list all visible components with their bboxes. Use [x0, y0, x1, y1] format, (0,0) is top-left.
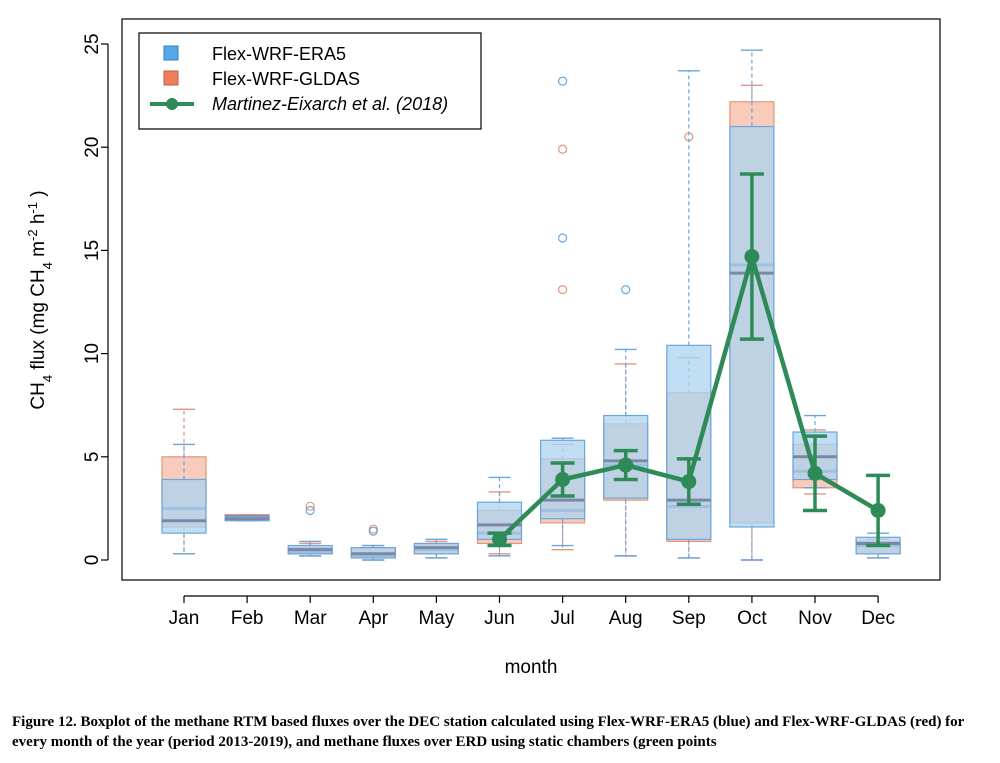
legend-swatch-era5	[163, 45, 179, 61]
x-tick-label: Feb	[231, 608, 264, 629]
x-tick-label: Jan	[169, 608, 200, 629]
x-tick-label: Oct	[737, 608, 767, 629]
x-tick-label: Nov	[798, 608, 832, 629]
outlier-point	[557, 233, 568, 243]
outlier-point	[305, 505, 315, 516]
reference-point	[870, 502, 886, 518]
reference-point	[681, 474, 697, 490]
y-tick-label: 20	[82, 137, 103, 158]
outlier-point	[621, 285, 631, 295]
figure-caption: Figure 12. Boxplot of the methane RTM ba…	[12, 714, 965, 750]
reference-point	[807, 465, 823, 481]
outlier-point	[557, 76, 568, 86]
x-tick-label: Apr	[359, 608, 389, 629]
outlier-point	[368, 526, 378, 536]
y-tick-label: 15	[82, 240, 103, 261]
boxplot-series	[161, 49, 901, 561]
x-tick-label: Jun	[484, 608, 515, 629]
y-axis-title: CH4 flux (mg CH4 m-2 h-1 )	[25, 190, 55, 409]
reference-point	[744, 249, 760, 265]
y-tick-label: 25	[82, 33, 103, 54]
plot-frame	[121, 18, 941, 581]
reference-point	[555, 472, 571, 488]
x-tick-label: May	[418, 608, 454, 629]
legend: Flex-WRF-ERA5 Flex-WRF-GLDAS Martinez-Ei…	[138, 32, 482, 130]
y-axis: 0 5 10 15 20 25	[82, 33, 109, 566]
x-tick-label: Sep	[672, 608, 706, 629]
legend-label-martinez: Martinez-Eixarch et al. (2018)	[212, 94, 448, 114]
reference-point	[618, 457, 634, 473]
x-axis-title: month	[505, 657, 558, 678]
x-tick-label: Jul	[550, 608, 574, 629]
x-tick-label: Mar	[294, 608, 327, 629]
outlier-point	[557, 285, 568, 295]
x-axis: Jan Feb Mar Apr May Jun Jul Aug Sep Oct Nov Dec	[169, 595, 895, 629]
x-tick-label: Aug	[609, 608, 643, 629]
y-tick-label: 5	[82, 452, 103, 463]
legend-label-gldas: Flex-WRF-GLDAS	[212, 69, 360, 89]
outlier-point	[305, 501, 315, 511]
outlier-point	[557, 144, 568, 154]
legend-label-era5: Flex-WRF-ERA5	[212, 44, 346, 64]
box-iqr	[666, 344, 712, 540]
y-tick-label: 10	[82, 343, 103, 364]
box-series	[161, 84, 901, 561]
x-tick-label: Dec	[861, 608, 895, 629]
reference-series	[487, 172, 891, 548]
legend-marker-martinez	[166, 98, 178, 110]
legend-frame	[138, 32, 482, 130]
legend-swatch-gldas	[163, 70, 179, 86]
box-iqr	[161, 478, 207, 534]
boxplot-chart: 0 5 10 15 20 25 Jan Feb Mar Apr May Jun Jul Aug Sep Oc…	[25, 18, 941, 678]
reference-point	[492, 531, 507, 547]
y-tick-label: 0	[82, 555, 103, 566]
